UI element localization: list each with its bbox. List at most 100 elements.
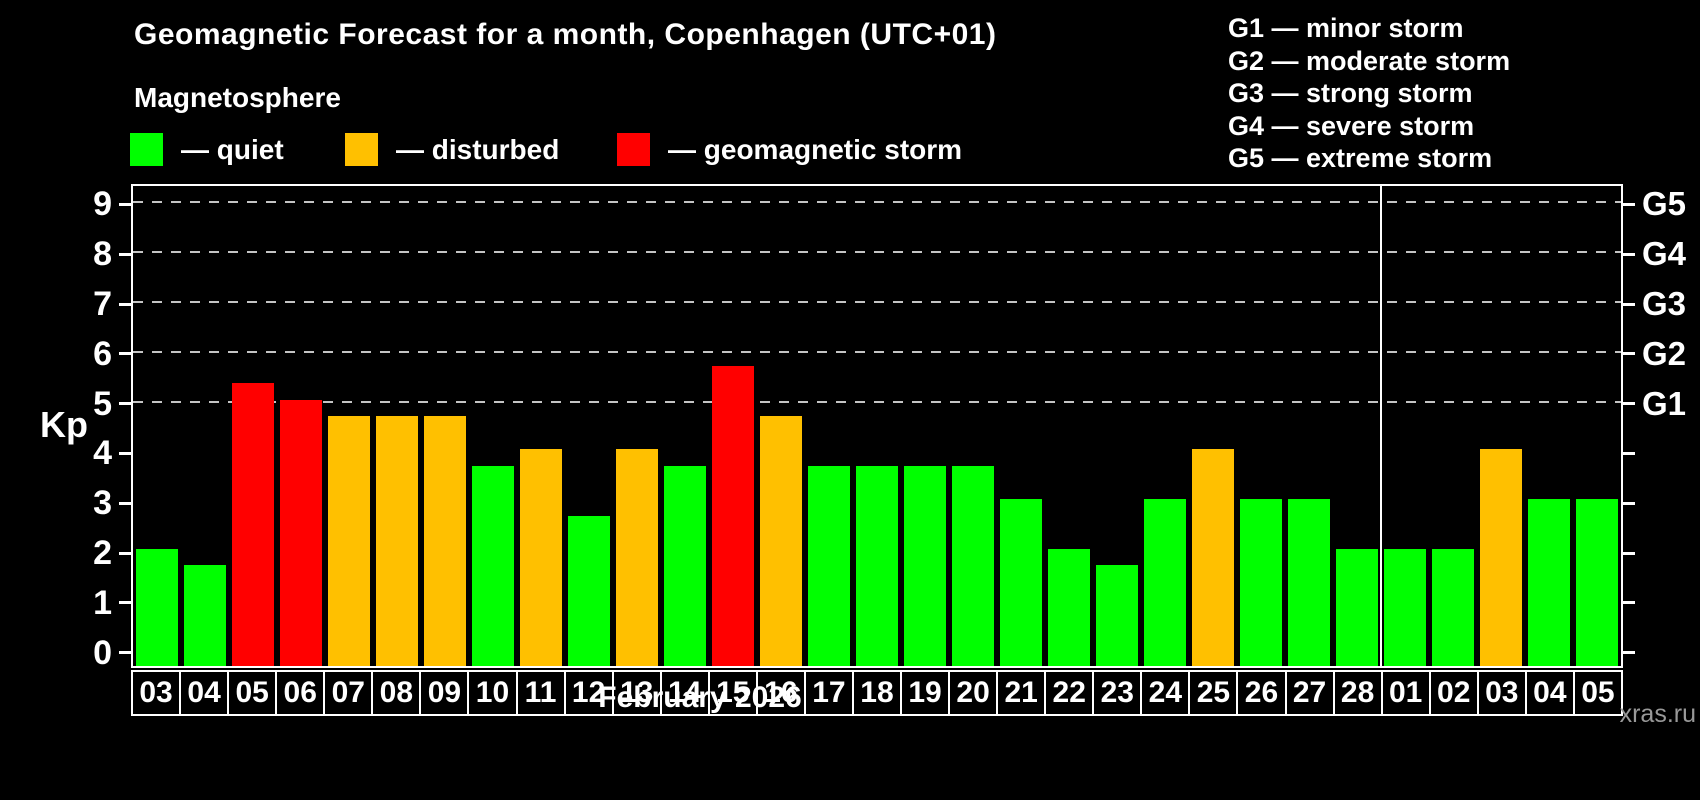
kp-bar-day-17 — [808, 465, 850, 666]
kp-bar-day-13 — [616, 449, 658, 666]
kp-bar-day-24 — [1144, 499, 1186, 666]
x-axis-title: February 2026 — [598, 681, 802, 714]
kp-bar-day-07 — [328, 416, 370, 666]
day-label-21: 21 — [996, 670, 1047, 716]
kp-bar-day-23 — [1096, 565, 1138, 666]
gridline-kp-7 — [133, 301, 1621, 304]
kp-bar-day-26 — [1240, 499, 1282, 666]
day-label-16: 16 — [755, 670, 806, 716]
kp-bar-day-05 — [232, 383, 274, 666]
y-tick-label-5: 5 — [93, 384, 112, 423]
storm-color-swatch — [617, 133, 650, 166]
y-tick-label-0: 0 — [93, 633, 112, 672]
y-tick-label-6: 6 — [93, 334, 112, 373]
y-tick-label-9: 9 — [93, 185, 112, 224]
day-label-02: 02 — [1428, 670, 1479, 716]
day-label-01: 01 — [1380, 670, 1431, 716]
g-scale-legend: G1 — minor storm G2 — moderate storm G3 — … — [1228, 12, 1510, 175]
day-label-08: 08 — [371, 670, 422, 716]
kp-bar-day-03 — [136, 548, 178, 666]
y-axis-title: Kp — [40, 404, 88, 445]
day-label-04: 04 — [1524, 670, 1575, 716]
day-label-13: 13 — [611, 670, 662, 716]
left-tick-kp-9 — [119, 202, 131, 206]
legend-label: — quiet — [181, 133, 284, 165]
day-label-19: 19 — [900, 670, 951, 716]
left-tick-kp-1 — [119, 601, 131, 605]
day-label-15: 15 — [707, 670, 758, 716]
y-tick-label-8: 8 — [93, 235, 112, 274]
y-tick-label-7: 7 — [93, 285, 112, 324]
kp-bar-day-21 — [1000, 499, 1042, 666]
day-label-23: 23 — [1092, 670, 1143, 716]
day-label-12: 12 — [563, 670, 614, 716]
left-tick-kp-4 — [119, 451, 131, 455]
legend-item-disturbed: — disturbed — [345, 133, 559, 166]
g-scale-legend-line: G5 — extreme storm — [1228, 143, 1493, 173]
left-tick-kp-2 — [119, 551, 131, 555]
kp-bar-day-03 — [1480, 449, 1522, 666]
g-scale-legend-line: G3 — strong storm — [1228, 78, 1473, 108]
legend-label: — disturbed — [396, 133, 560, 165]
day-label-07: 07 — [323, 670, 374, 716]
right-tick-kp-2 — [1623, 551, 1635, 555]
kp-bar-day-14 — [664, 465, 706, 666]
right-tick-kp-7 — [1623, 302, 1635, 306]
g-axis-label-G4: G4 — [1642, 235, 1687, 273]
quiet-color-swatch — [130, 133, 163, 166]
right-tick-kp-9 — [1623, 202, 1635, 206]
kp-bar-day-15 — [712, 366, 754, 666]
chart-title: Geomagnetic Forecast for a month, Copenh… — [134, 18, 997, 51]
day-label-22: 22 — [1044, 670, 1095, 716]
kp-bar-day-05 — [1576, 499, 1618, 666]
day-label-03: 03 — [1476, 670, 1527, 716]
disturbed-color-swatch — [345, 133, 378, 166]
watermark: xras.ru — [1619, 700, 1696, 728]
day-label-26: 26 — [1236, 670, 1287, 716]
day-label-05: 05 — [1572, 670, 1623, 716]
kp-bar-day-02 — [1432, 548, 1474, 666]
g-scale-legend-line: G1 — minor storm — [1228, 13, 1464, 43]
month-separator-line — [1380, 186, 1382, 666]
y-tick-label-4: 4 — [93, 434, 112, 473]
day-label-17: 17 — [803, 670, 854, 716]
left-tick-kp-3 — [119, 501, 131, 505]
day-label-10: 10 — [467, 670, 518, 716]
kp-bar-day-12 — [568, 515, 610, 666]
g-scale-legend-line: G4 — severe storm — [1228, 110, 1475, 141]
day-label-06: 06 — [275, 670, 326, 716]
gridline-kp-9 — [133, 201, 1621, 204]
kp-bar-day-25 — [1192, 449, 1234, 666]
legend-item-quiet: — quiet — [130, 133, 284, 166]
gridline-kp-5 — [133, 400, 1621, 403]
left-tick-kp-6 — [119, 352, 131, 356]
day-label-28: 28 — [1332, 670, 1383, 716]
day-label-09: 09 — [419, 670, 470, 716]
day-label-20: 20 — [948, 670, 999, 716]
legend-item-storm: — geomagnetic storm — [617, 133, 962, 166]
kp-bar-day-06 — [280, 399, 322, 666]
gridline-kp-8 — [133, 251, 1621, 254]
legend-label: — geomagnetic storm — [668, 133, 963, 165]
day-label-27: 27 — [1284, 670, 1335, 716]
day-label-03: 03 — [131, 670, 182, 716]
kp-bar-day-04 — [1528, 499, 1570, 666]
left-tick-kp-7 — [119, 302, 131, 306]
kp-bar-day-01 — [1384, 548, 1426, 666]
day-label-25: 25 — [1188, 670, 1239, 716]
right-tick-kp-6 — [1623, 352, 1635, 356]
y-tick-label-2: 2 — [93, 534, 112, 573]
kp-bar-day-08 — [376, 416, 418, 666]
left-tick-kp-0 — [119, 651, 131, 655]
day-label-05: 05 — [227, 670, 278, 716]
day-label-24: 24 — [1140, 670, 1191, 716]
plot-area — [131, 184, 1623, 668]
kp-bar-day-10 — [472, 465, 514, 666]
kp-bar-day-09 — [424, 416, 466, 666]
left-tick-kp-5 — [119, 402, 131, 406]
kp-bar-day-22 — [1048, 548, 1090, 666]
right-tick-kp-8 — [1623, 252, 1635, 256]
g-axis-label-G2: G2 — [1642, 334, 1687, 372]
right-tick-kp-3 — [1623, 501, 1635, 505]
